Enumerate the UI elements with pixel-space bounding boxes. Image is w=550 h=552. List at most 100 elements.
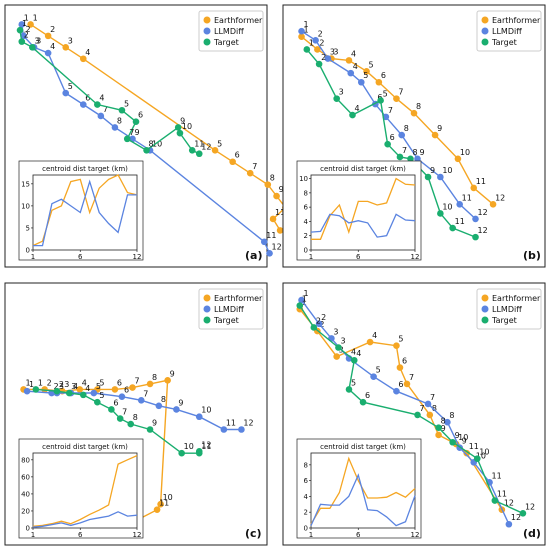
point-label: 2	[318, 29, 323, 38]
data-point	[296, 302, 304, 309]
point-label: 12	[478, 226, 488, 235]
inset-ytick-label: 80	[21, 456, 30, 464]
data-point	[333, 353, 340, 360]
inset-ytick-label: 2	[304, 509, 308, 517]
data-point	[449, 438, 456, 446]
point-label: 3	[59, 382, 64, 391]
data-point	[41, 386, 48, 393]
point-label: 5	[369, 60, 374, 69]
data-point	[424, 400, 432, 408]
legend-marker-target	[481, 316, 489, 324]
data-point	[357, 78, 365, 86]
point-label: 12	[201, 440, 211, 449]
inset-ytick-label: 4	[304, 493, 309, 501]
data-point	[176, 129, 184, 137]
legend-label-llmdiff: LLMDiff	[492, 27, 522, 36]
inset-ytick-label: 0	[304, 525, 308, 533]
point-label: 4	[50, 42, 55, 51]
data-point	[426, 411, 434, 419]
data-point	[32, 386, 40, 393]
data-point	[519, 510, 527, 517]
inset-ytick-label: 0	[26, 247, 30, 255]
data-point	[359, 398, 367, 406]
point-label: 2	[316, 316, 321, 325]
point-label: 7	[143, 389, 148, 398]
panel-label: (a)	[245, 249, 262, 262]
legend-label-target: Target	[213, 38, 239, 47]
data-point	[424, 173, 432, 181]
data-point	[118, 393, 126, 400]
legend-marker-earthformer	[481, 16, 489, 24]
point-label: 1	[304, 26, 309, 35]
point-label: 5	[99, 378, 104, 387]
data-point	[393, 95, 400, 102]
data-point	[384, 140, 391, 148]
data-point	[431, 131, 439, 139]
data-point	[489, 201, 497, 208]
data-point	[298, 27, 305, 35]
point-label: 9	[437, 124, 442, 133]
point-label: 6	[390, 133, 395, 142]
point-label: 7	[129, 128, 134, 137]
point-label: 6	[398, 380, 403, 389]
legend-marker-target	[203, 316, 211, 324]
data-point	[260, 238, 268, 246]
point-label: 4	[99, 94, 104, 103]
point-label: 4	[356, 349, 361, 358]
data-point	[164, 376, 171, 384]
inset-ytick-label: 20	[21, 507, 30, 515]
point-label: 4	[353, 62, 358, 71]
point-label: 11	[275, 208, 285, 217]
data-point	[174, 124, 182, 131]
legend-marker-earthformer	[203, 16, 211, 24]
point-label: 7	[420, 404, 425, 413]
data-point	[118, 106, 126, 114]
data-point	[246, 169, 254, 177]
data-point	[132, 118, 140, 125]
data-point	[238, 426, 245, 433]
point-label: 7	[134, 377, 139, 386]
data-point	[18, 21, 26, 28]
point-label: 8	[432, 404, 437, 413]
data-point	[345, 386, 353, 393]
inset-line-llmdiff	[32, 511, 138, 528]
point-label: 8	[416, 102, 421, 111]
data-point	[335, 344, 342, 351]
inset-frame	[18, 438, 144, 539]
point-label: 11	[201, 442, 211, 451]
point-label: 6	[117, 378, 122, 387]
data-point	[29, 44, 36, 51]
point-label: 9	[134, 128, 139, 137]
data-point	[76, 386, 84, 393]
data-point	[314, 46, 321, 53]
point-label: 9	[180, 116, 185, 125]
point-label: 4	[372, 331, 377, 340]
data-point	[435, 431, 442, 439]
point-label: 1	[38, 378, 43, 387]
data-point	[456, 201, 463, 208]
point-label: 11	[455, 217, 465, 226]
legend: Earthformer LLMDiff Target	[476, 10, 542, 52]
data-point	[491, 497, 499, 504]
point-label: 3	[333, 327, 338, 336]
point-label: 10	[442, 166, 452, 175]
data-point	[108, 406, 115, 413]
point-label: 2	[319, 38, 324, 47]
inset-line-earthformer	[32, 455, 138, 527]
data-point	[173, 406, 180, 413]
point-label: 2	[59, 380, 64, 389]
point-label: 6	[138, 111, 143, 120]
point-label: 2	[26, 25, 31, 34]
point-label: 3	[340, 336, 345, 345]
data-point	[403, 380, 411, 388]
data-point	[53, 387, 61, 395]
point-label: 12	[201, 143, 211, 152]
point-label: 3	[333, 48, 338, 57]
point-label: 9	[441, 424, 446, 433]
point-label: 8	[270, 174, 275, 183]
point-label: 10	[152, 139, 162, 148]
point-label: 9	[152, 418, 157, 427]
